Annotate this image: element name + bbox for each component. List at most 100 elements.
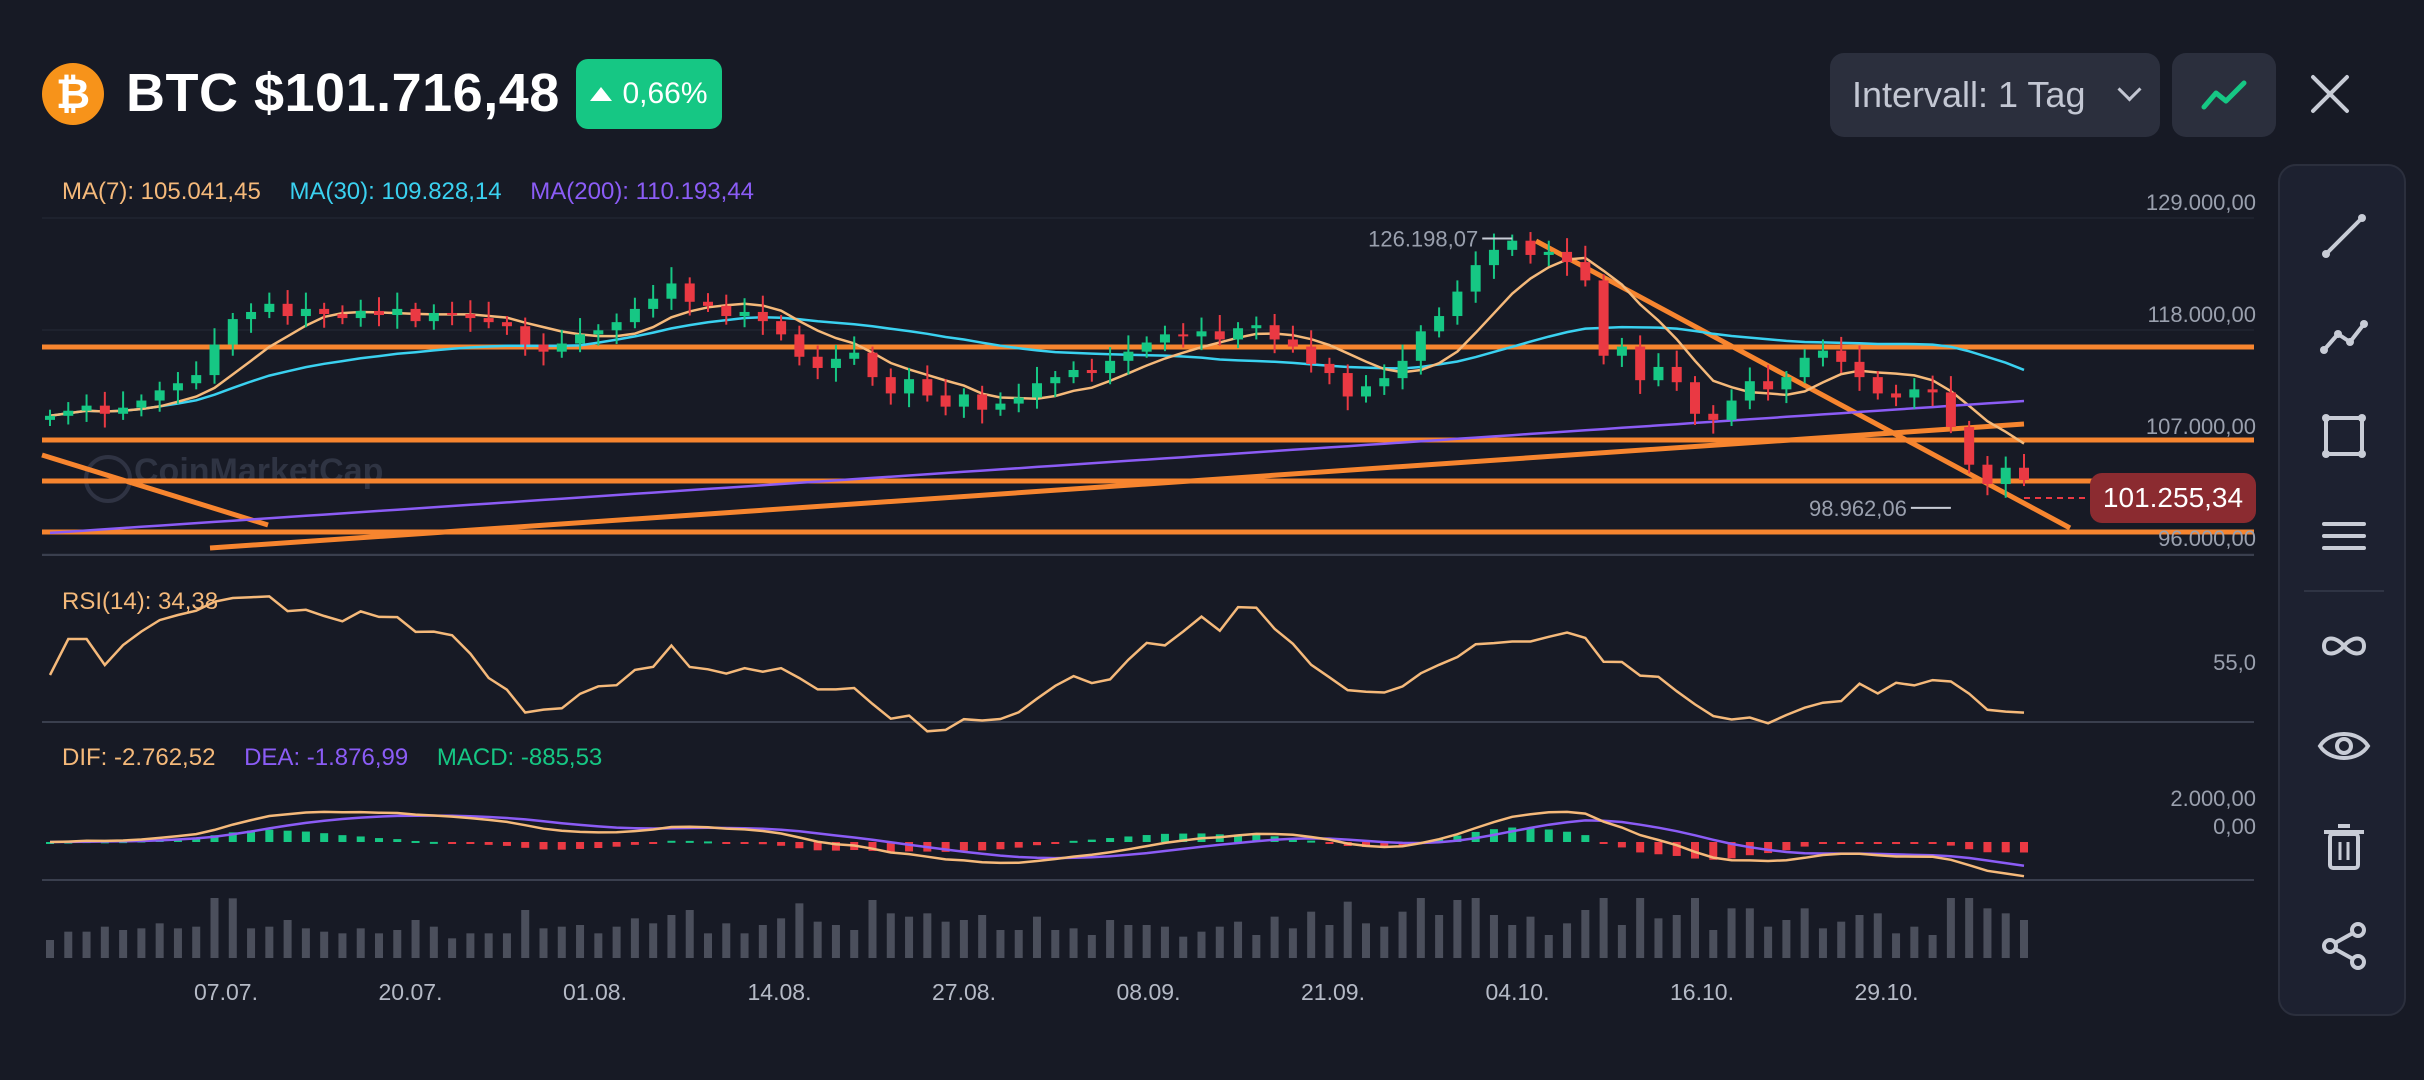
- volume-bar: [448, 938, 457, 958]
- macd-histogram-bar: [1672, 842, 1681, 856]
- candle-body: [1434, 316, 1445, 332]
- bitcoin-icon: ₿: [42, 63, 104, 125]
- price-chart[interactable]: 129.000,00 118.000,00 107.000,00 96.000,00 5…: [0, 0, 2270, 1080]
- date-label: 20.07.: [379, 979, 443, 1005]
- share-icon: [2322, 922, 2366, 970]
- volume-bar: [594, 933, 603, 958]
- volume-bar: [283, 920, 292, 958]
- candle-body: [1379, 378, 1390, 387]
- volume-bar: [173, 928, 182, 958]
- candle-body: [1068, 370, 1079, 378]
- candle-body: [1123, 351, 1134, 361]
- delete-tool[interactable]: [2304, 806, 2384, 886]
- chart-type-button[interactable]: [2172, 53, 2276, 137]
- watermark: CoinMarketCap: [134, 452, 384, 490]
- volume-bar: [704, 933, 712, 958]
- volume-bar: [868, 900, 877, 958]
- macd-histogram-bar: [375, 838, 383, 842]
- date-label: 07.07.: [194, 979, 258, 1005]
- price-axis-label: 129.000,00: [2146, 190, 2256, 215]
- polyline-tool[interactable]: [2304, 296, 2384, 376]
- candle-body: [520, 326, 531, 345]
- candle-body: [1251, 325, 1262, 329]
- volume-bar: [1179, 936, 1188, 958]
- rectangle-tool[interactable]: [2304, 396, 2384, 476]
- volume-bar: [740, 933, 749, 958]
- share-tool[interactable]: [2304, 906, 2384, 986]
- macd-histogram-bar: [1599, 842, 1608, 844]
- candle-body: [1470, 265, 1481, 292]
- volume-bar: [813, 921, 822, 958]
- volume-bar: [1307, 911, 1316, 958]
- macd-histogram-bar: [1928, 842, 1937, 844]
- volume-bar: [411, 920, 420, 958]
- candle-body: [1891, 393, 1902, 398]
- candle-body: [593, 330, 604, 335]
- volume-bar: [1051, 930, 1060, 958]
- macd-histogram-bar: [1435, 839, 1444, 842]
- macd-histogram-bar: [301, 831, 310, 842]
- candle-body: [1799, 357, 1810, 378]
- volume-bar: [210, 898, 219, 958]
- candle-body: [227, 319, 238, 345]
- candle-body: [666, 283, 677, 299]
- infinite-line-tool[interactable]: [2304, 606, 2384, 686]
- macd-histogram-bar: [356, 836, 365, 842]
- volume-bar: [1416, 898, 1425, 958]
- volume-bar: [1106, 920, 1115, 958]
- macd-histogram-bar: [1179, 833, 1188, 842]
- candle-body: [465, 314, 476, 319]
- close-button[interactable]: [2300, 64, 2360, 124]
- volume-bar: [996, 930, 1005, 958]
- volume-bar: [1709, 930, 1718, 958]
- candle-body: [1306, 346, 1317, 364]
- macd-histogram-bar: [2001, 842, 2010, 853]
- macd-histogram-bar: [1051, 842, 1060, 844]
- volume-bar: [393, 930, 402, 958]
- macd-histogram-bar: [649, 842, 658, 844]
- date-label: 16.10.: [1670, 979, 1734, 1005]
- macd-histogram-bar: [1855, 842, 1864, 844]
- volume-bar: [356, 928, 365, 958]
- macd-histogram-bar: [1069, 840, 1078, 843]
- volume-bar: [1453, 900, 1462, 958]
- macd-histogram-bar: [539, 842, 548, 850]
- volume-bar: [1563, 923, 1572, 958]
- volume-bar: [1873, 913, 1882, 958]
- volume-bar: [1946, 898, 1955, 958]
- macd-histogram-bar: [1288, 838, 1297, 842]
- volume-bar: [1983, 908, 1992, 958]
- volume-bar: [1837, 921, 1846, 958]
- eye-icon: [2317, 732, 2371, 760]
- macd-histogram-bar: [886, 842, 895, 853]
- legend-row: MA(7): 105.041,45 MA(30): 109.828,14 MA(…: [62, 178, 754, 206]
- candle-body: [1763, 381, 1774, 390]
- volume-bar: [46, 940, 54, 958]
- volume-bar: [649, 923, 658, 958]
- volume-bar: [2001, 913, 2010, 958]
- visibility-tool[interactable]: [2304, 706, 2384, 786]
- candle-body: [410, 308, 421, 322]
- volume-bar: [905, 916, 914, 958]
- candle-body: [1817, 350, 1828, 358]
- candle-body: [1287, 339, 1298, 347]
- macd-histogram-bar: [777, 842, 786, 846]
- volume-bar: [301, 928, 310, 958]
- trend-line-tool[interactable]: [2304, 196, 2384, 276]
- trend-line: [41, 452, 269, 528]
- interval-dropdown[interactable]: Intervall: 1 Tag: [1830, 53, 2160, 137]
- parallel-lines-tool[interactable]: [2304, 496, 2384, 576]
- candle-body: [995, 403, 1006, 410]
- macd-histogram-bar: [704, 841, 712, 844]
- macd-histogram-bar: [1617, 842, 1626, 848]
- date-label: 01.08.: [563, 979, 627, 1005]
- candle-body: [1086, 370, 1097, 374]
- volume-bar: [978, 915, 987, 958]
- macd-histogram-bar: [1745, 842, 1754, 856]
- trend-line: [209, 421, 2025, 551]
- macd-histogram-bar: [2020, 842, 2028, 853]
- macd-histogram-bar: [466, 842, 475, 844]
- rectangle-icon: [2322, 414, 2366, 458]
- candle-body: [1964, 427, 1975, 465]
- macd-histogram-bar: [868, 842, 877, 851]
